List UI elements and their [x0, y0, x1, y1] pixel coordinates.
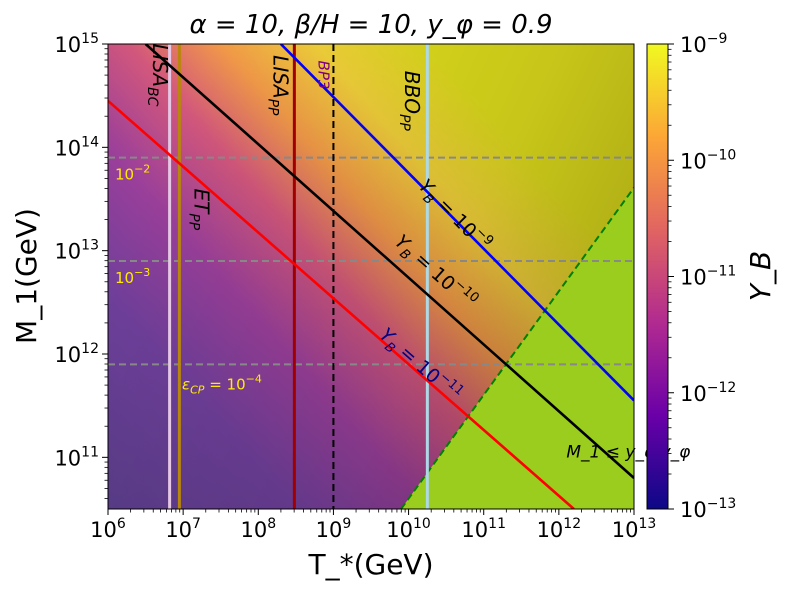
y-axis-label: M_1(GeV) — [10, 208, 43, 344]
contour-line-yb-1 — [279, 44, 634, 402]
colorbar-bar — [646, 43, 669, 510]
y-tick-label: 1012 — [54, 341, 99, 367]
y-tick-label: 1011 — [54, 444, 99, 470]
kinematic-bound-line — [400, 187, 634, 509]
x-tick-label: 1012 — [537, 516, 582, 542]
x-tick-label: 1011 — [461, 516, 506, 542]
x-tick-label: 109 — [316, 516, 352, 542]
colorbar-tick-label: 10−10 — [680, 147, 736, 173]
colorbar-label: Y_B — [744, 251, 777, 301]
colorbar: 10−9 10−10 10−11 10−12 10−13 Y_B — [646, 31, 777, 522]
x-tick-label: 1013 — [612, 516, 657, 542]
y-tick-label: 1013 — [54, 238, 99, 264]
detector-label-bp3: BP3 — [314, 61, 332, 90]
kinematic-bound-label: M_1 ≤ y_φ v_φ — [566, 442, 691, 462]
contour-line-yb-3 — [108, 99, 575, 509]
detector-label-lisa-pp: LISAPP — [264, 55, 292, 116]
x-tick-label: 106 — [90, 516, 126, 542]
colorbar-tick-label: 10−12 — [680, 380, 736, 406]
colorbar-tick-label: 10−9 — [680, 31, 727, 57]
epsilon-cp-label-3: εCP = 10−4 — [182, 372, 262, 396]
x-axis-label: T_*(GeV) — [307, 548, 433, 581]
epsilon-cp-label-2: 10−3 — [115, 266, 150, 287]
plot-frame — [107, 43, 635, 510]
x-tick-label: 107 — [165, 516, 201, 542]
x-tick-label: 1010 — [386, 516, 431, 542]
epsilon-cp-label-1: 10−2 — [115, 163, 150, 184]
detector-label-lisa-bc: LISABC — [144, 44, 172, 107]
detector-label-bbo-pp: BBOPP — [396, 71, 424, 132]
x-tick-label: 108 — [240, 516, 276, 542]
contour-line-yb-2 — [144, 44, 634, 479]
chart-title: α = 10, β/H = 10, y_φ = 0.9 — [189, 10, 552, 40]
colorbar-tick-label: 10−13 — [680, 496, 736, 522]
y-tick-label: 1014 — [54, 134, 99, 160]
detector-label-et-pp: ETPP — [185, 188, 213, 230]
colorbar-tick-label: 10−11 — [680, 264, 736, 290]
y-tick-label: 1015 — [54, 31, 99, 57]
